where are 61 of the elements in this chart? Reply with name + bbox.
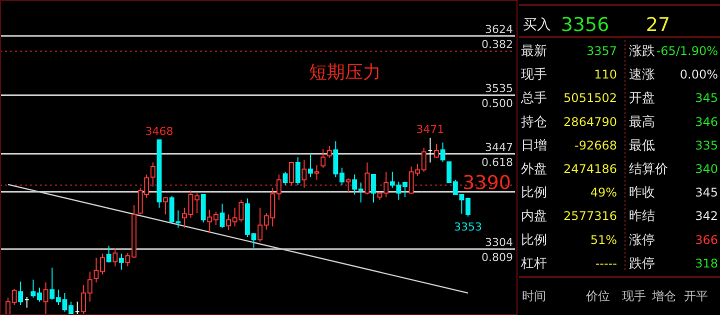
text: 时间 — [522, 289, 546, 303]
text: -65/1.90% — [656, 44, 718, 58]
text: 最新 — [521, 44, 547, 59]
text: 昨结 — [629, 209, 655, 224]
text: 总手 — [520, 91, 547, 106]
y2-tick-label: 0.618 — [482, 156, 513, 169]
text: 5051502 — [564, 91, 617, 106]
text: 3356 — [560, 14, 610, 36]
text: 外盘 — [521, 162, 547, 177]
annotation: 3353 — [454, 220, 482, 234]
text: 开平 — [684, 289, 708, 303]
text: 杠杆 — [520, 256, 547, 272]
text: ----- — [595, 256, 617, 270]
text: 价位 — [585, 289, 610, 303]
text: 内盘 — [521, 209, 547, 224]
text: 2577316 — [564, 209, 617, 224]
text: 最低 — [629, 138, 655, 154]
y-tick-label: 3447 — [485, 140, 513, 154]
text: 346 — [695, 114, 718, 129]
text: 345 — [695, 186, 718, 200]
text: -92668 — [574, 138, 617, 152]
text: 345 — [695, 91, 718, 106]
text: 买入 — [523, 17, 551, 33]
y2-tick-label: 0.500 — [482, 96, 513, 110]
text: 0.00% — [680, 68, 718, 82]
text: 最高 — [629, 114, 655, 130]
annotation: 3468 — [145, 124, 174, 138]
text: 2474186 — [564, 162, 617, 176]
text: 昨收 — [629, 186, 655, 201]
y-tick-label: 3304 — [485, 236, 513, 250]
y-tick-label: 3535 — [485, 82, 513, 96]
y2-tick-label: 0.809 — [482, 251, 513, 264]
text: 开盘 — [629, 91, 655, 106]
text: 跌停 — [629, 256, 655, 272]
text: 335 — [695, 138, 718, 152]
text: 涨跌 — [629, 44, 655, 59]
text: 速涨 — [629, 68, 655, 83]
annotation: 3471 — [416, 122, 444, 136]
ref-line-label: 3390 — [462, 172, 511, 194]
text: 日增 — [521, 138, 547, 154]
text: 3357 — [586, 44, 617, 58]
text: 涨停 — [629, 232, 655, 248]
text: 49% — [590, 186, 617, 200]
text: 比例 — [521, 232, 547, 248]
y-tick-label: 3624 — [485, 22, 513, 36]
text: 342 — [695, 209, 718, 224]
text: 持仓 — [521, 114, 547, 130]
text: 现手 — [622, 289, 646, 303]
text: 结算价 — [629, 162, 668, 177]
y2-tick-label: 0.382 — [482, 38, 513, 51]
text: 比例 — [521, 186, 547, 201]
text: 318 — [695, 256, 718, 270]
text: 2864790 — [564, 114, 617, 129]
annotation: 短期压力 — [309, 62, 381, 83]
text: 366 — [695, 232, 718, 247]
text: 51% — [590, 232, 617, 247]
text: 110 — [594, 68, 617, 82]
text: 现手 — [521, 68, 547, 83]
text: 增仓 — [651, 289, 676, 303]
text: 27 — [646, 14, 670, 36]
text: 340 — [695, 162, 718, 176]
